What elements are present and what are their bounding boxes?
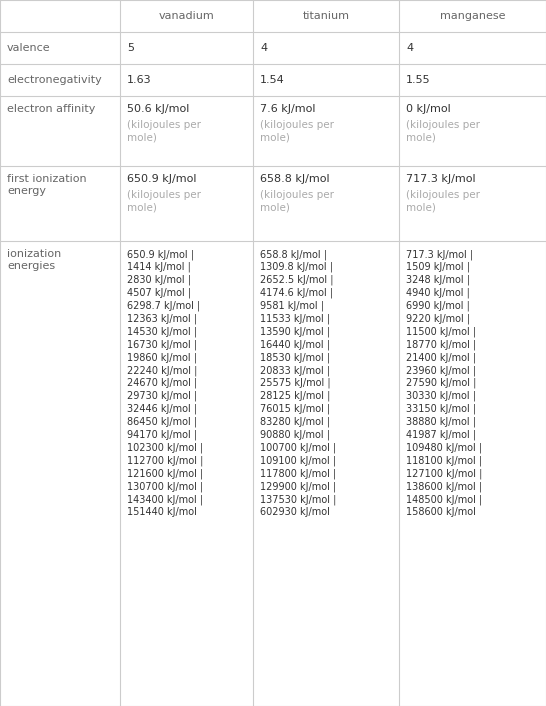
Text: electronegativity: electronegativity bbox=[7, 75, 102, 85]
Text: vanadium: vanadium bbox=[159, 11, 215, 21]
Text: (kilojoules per
mole): (kilojoules per mole) bbox=[406, 190, 480, 213]
Text: ionization
energies: ionization energies bbox=[7, 249, 61, 271]
Text: (kilojoules per
mole): (kilojoules per mole) bbox=[260, 190, 334, 213]
Text: (kilojoules per
mole): (kilojoules per mole) bbox=[127, 120, 201, 143]
Text: 717.3 kJ/mol | 
1509 kJ/mol | 
3248 kJ/mol | 
4940 kJ/mol | 
6990 kJ/mol | 
9220: 717.3 kJ/mol | 1509 kJ/mol | 3248 kJ/mol… bbox=[406, 249, 485, 517]
Text: 4: 4 bbox=[406, 43, 413, 53]
Text: 5: 5 bbox=[127, 43, 134, 53]
Text: 50.6 kJ/mol: 50.6 kJ/mol bbox=[127, 104, 189, 114]
Text: (kilojoules per
mole): (kilojoules per mole) bbox=[260, 120, 334, 143]
Text: 658.8 kJ/mol: 658.8 kJ/mol bbox=[260, 174, 330, 184]
Text: (kilojoules per
mole): (kilojoules per mole) bbox=[127, 190, 201, 213]
Text: 4: 4 bbox=[260, 43, 267, 53]
Text: 1.63: 1.63 bbox=[127, 75, 152, 85]
Text: 0 kJ/mol: 0 kJ/mol bbox=[406, 104, 451, 114]
Text: 658.8 kJ/mol | 
1309.8 kJ/mol | 
2652.5 kJ/mol | 
4174.6 kJ/mol | 
9581 kJ/mol |: 658.8 kJ/mol | 1309.8 kJ/mol | 2652.5 kJ… bbox=[260, 249, 340, 517]
Text: 650.9 kJ/mol | 
1414 kJ/mol | 
2830 kJ/mol | 
4507 kJ/mol | 
6298.7 kJ/mol | 
12: 650.9 kJ/mol | 1414 kJ/mol | 2830 kJ/mol… bbox=[127, 249, 206, 517]
Text: titanium: titanium bbox=[302, 11, 349, 21]
Text: valence: valence bbox=[7, 43, 51, 53]
Text: (kilojoules per
mole): (kilojoules per mole) bbox=[406, 120, 480, 143]
Text: 717.3 kJ/mol: 717.3 kJ/mol bbox=[406, 174, 476, 184]
Text: 1.54: 1.54 bbox=[260, 75, 285, 85]
Text: electron affinity: electron affinity bbox=[7, 104, 96, 114]
Text: 7.6 kJ/mol: 7.6 kJ/mol bbox=[260, 104, 316, 114]
Text: 1.55: 1.55 bbox=[406, 75, 431, 85]
Text: manganese: manganese bbox=[440, 11, 505, 21]
Text: 650.9 kJ/mol: 650.9 kJ/mol bbox=[127, 174, 197, 184]
Text: first ionization
energy: first ionization energy bbox=[7, 174, 87, 196]
